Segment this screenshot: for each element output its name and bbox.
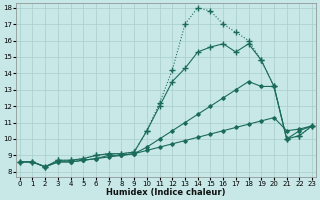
X-axis label: Humidex (Indice chaleur): Humidex (Indice chaleur) (106, 188, 226, 197)
